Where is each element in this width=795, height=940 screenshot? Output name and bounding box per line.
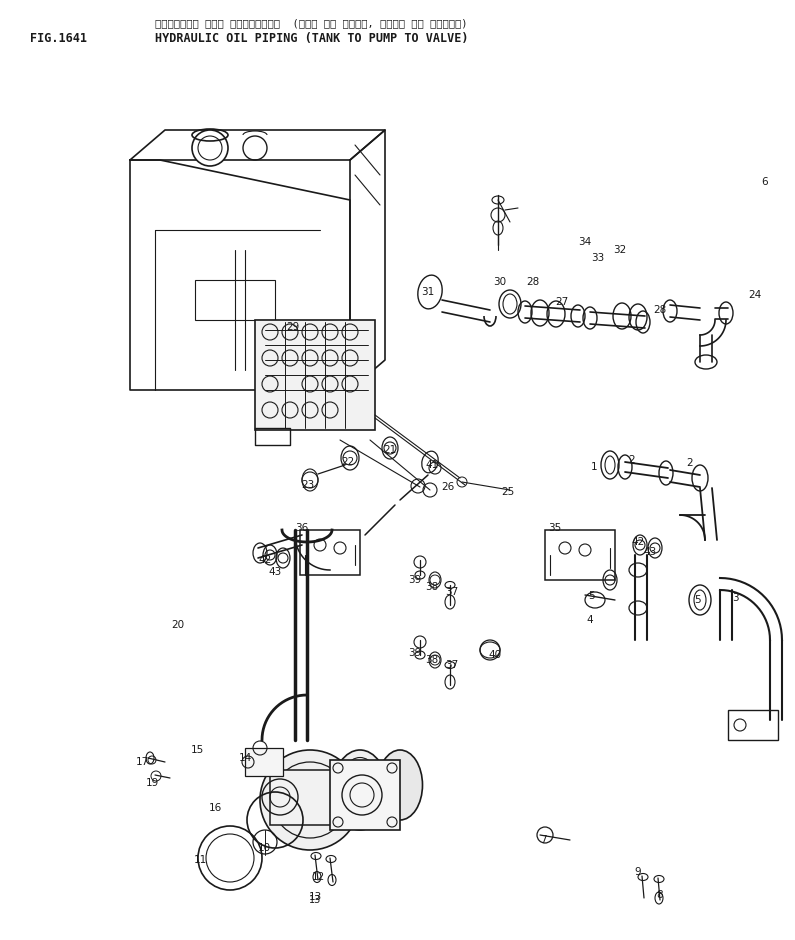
Text: 12: 12 [312, 872, 324, 882]
Text: 25: 25 [502, 487, 514, 497]
Text: 9: 9 [634, 867, 642, 877]
Text: 33: 33 [591, 253, 605, 263]
Text: 42: 42 [258, 555, 272, 565]
Text: 16: 16 [208, 803, 222, 813]
Text: 8: 8 [657, 890, 663, 900]
Text: 14: 14 [238, 753, 252, 763]
Text: 34: 34 [579, 237, 591, 247]
Bar [255, 320, 375, 430]
Text: 37: 37 [445, 587, 459, 597]
Text: 30: 30 [494, 277, 506, 287]
Bar [728, 710, 778, 740]
Text: 38: 38 [425, 582, 439, 592]
Text: 28: 28 [526, 277, 540, 287]
Text: 39: 39 [409, 648, 421, 658]
Text: 32: 32 [614, 245, 626, 255]
Text: 3: 3 [731, 593, 739, 603]
Text: 2: 2 [687, 458, 693, 468]
Text: 7: 7 [540, 835, 546, 845]
Text: 38: 38 [425, 655, 439, 665]
Text: 23: 23 [301, 480, 315, 490]
Text: 19: 19 [145, 778, 159, 788]
Text: 2: 2 [629, 455, 635, 465]
Text: 1: 1 [591, 462, 597, 472]
Text: ハイト゛ロック オイル ハ゛イヒ゛ンク゛  (タンク カラ ホンプ゛, ホンプ゛ カラ ハ゛ルフ゛): ハイト゛ロック オイル ハ゛イヒ゛ンク゛ (タンク カラ ホンプ゛, ホンプ゛ … [155, 18, 467, 28]
Circle shape [192, 130, 228, 166]
Circle shape [260, 750, 360, 850]
Text: 37: 37 [445, 660, 459, 670]
Text: 41: 41 [425, 460, 439, 470]
Text: 4: 4 [587, 615, 593, 625]
Text: HYDRAULIC OIL PIPING (TANK TO PUMP TO VALVE): HYDRAULIC OIL PIPING (TANK TO PUMP TO VA… [155, 32, 468, 45]
Bar [270, 770, 335, 825]
Bar [545, 530, 615, 580]
Text: 28: 28 [653, 305, 667, 315]
Text: 5: 5 [588, 591, 595, 601]
Text: 27: 27 [556, 297, 568, 307]
Text: 26: 26 [441, 482, 455, 492]
Text: 43: 43 [643, 547, 657, 557]
Ellipse shape [332, 750, 387, 830]
Bar [245, 748, 283, 776]
Text: 40: 40 [488, 650, 502, 660]
Text: 24: 24 [748, 290, 762, 300]
Text: 22: 22 [341, 457, 355, 467]
Text: 5: 5 [695, 595, 701, 605]
Text: 42: 42 [631, 537, 645, 547]
Text: 39: 39 [409, 575, 421, 585]
Text: 17: 17 [135, 757, 149, 767]
Text: 43: 43 [269, 567, 281, 577]
Text: 21: 21 [383, 445, 397, 455]
Text: 6: 6 [762, 177, 768, 187]
Text: 36: 36 [296, 523, 308, 533]
Text: 11: 11 [193, 855, 207, 865]
Ellipse shape [378, 750, 422, 820]
Text: 20: 20 [172, 620, 184, 630]
Text: 10: 10 [258, 843, 270, 853]
Text: 13: 13 [308, 892, 322, 902]
Text: 29: 29 [286, 322, 300, 332]
Text: 13: 13 [309, 895, 321, 905]
Bar [330, 760, 400, 830]
Bar [195, 280, 275, 320]
Text: 35: 35 [549, 523, 561, 533]
Text: FIG.1641: FIG.1641 [30, 32, 87, 45]
Text: 31: 31 [421, 287, 435, 297]
Bar [300, 530, 360, 575]
Text: 15: 15 [190, 745, 204, 755]
